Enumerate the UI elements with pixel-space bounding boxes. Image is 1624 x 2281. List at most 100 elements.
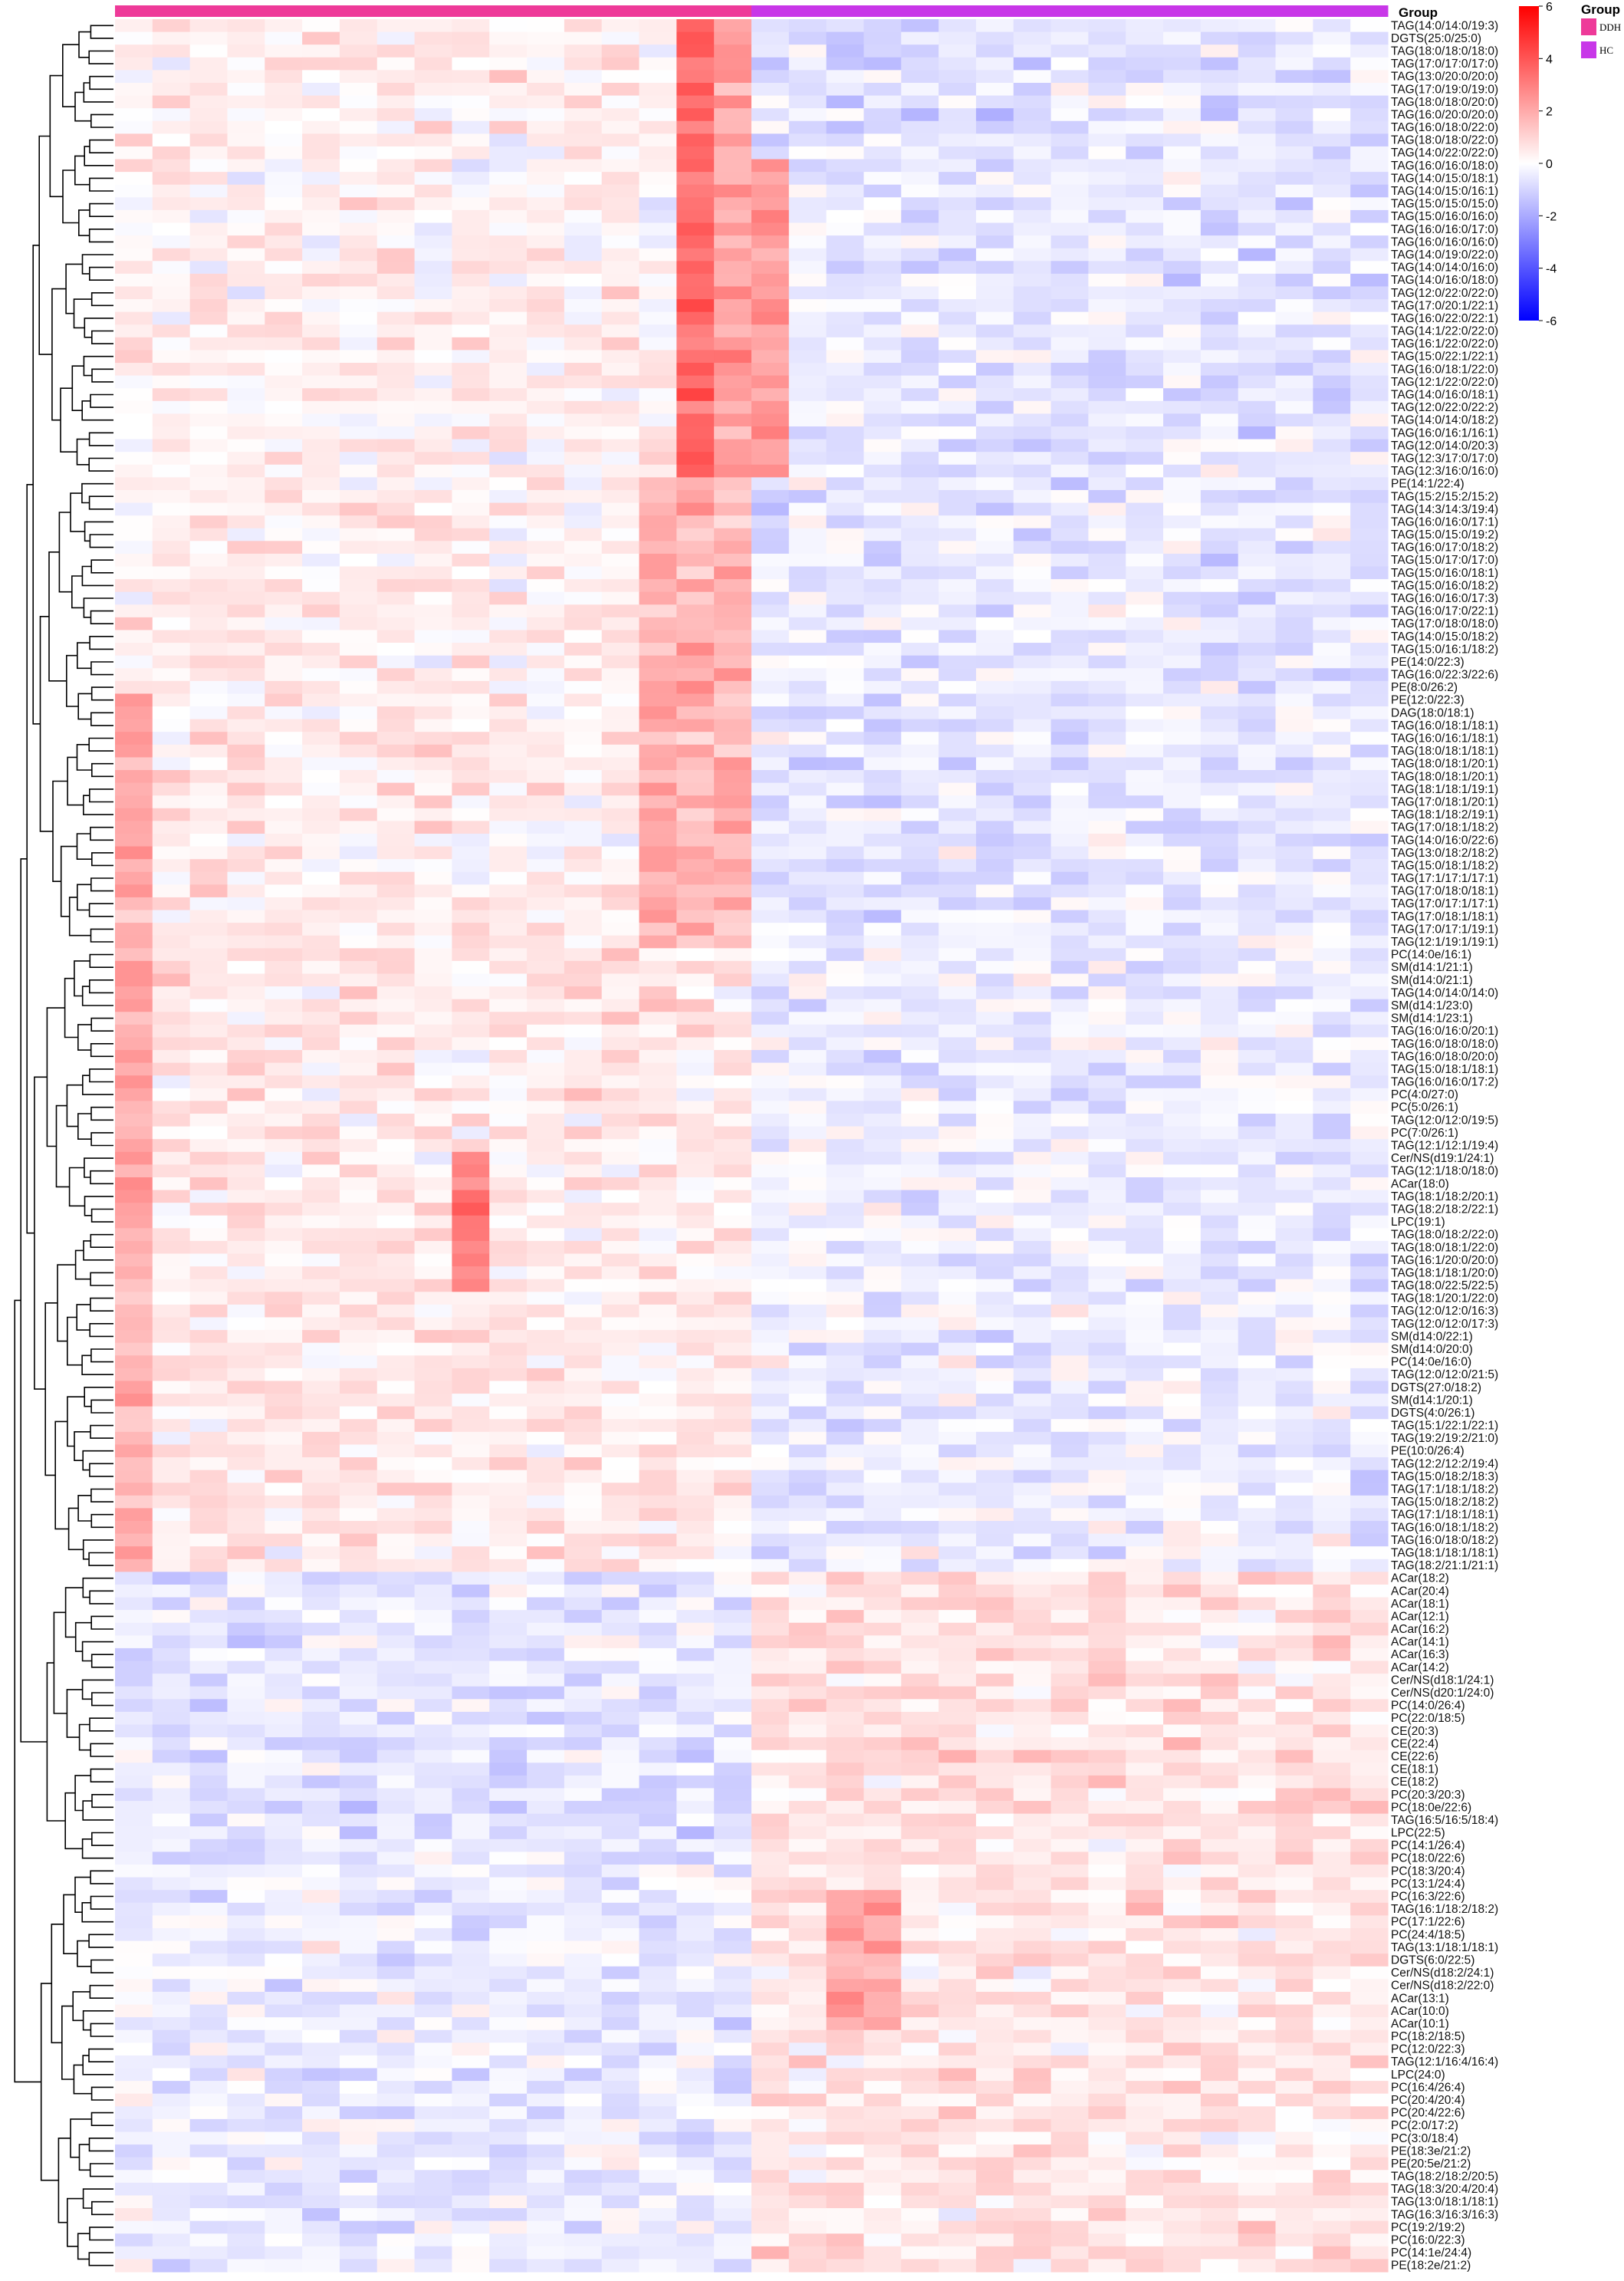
heatmap-cell — [527, 1215, 565, 1229]
heatmap-cell — [376, 884, 416, 898]
heatmap-cell — [302, 19, 340, 33]
heatmap-cell — [1088, 795, 1126, 809]
heatmap-cell — [189, 222, 228, 236]
heatmap-cell — [302, 1597, 340, 1611]
dendrogram-branch — [64, 1792, 83, 1850]
heatmap-cell — [1350, 426, 1389, 440]
dendrogram-branch — [57, 1264, 76, 1342]
heatmap-cell — [1163, 1215, 1202, 1229]
heatmap-cell — [601, 70, 640, 84]
heatmap-cell — [152, 1647, 191, 1662]
heatmap-cell — [714, 1088, 752, 1102]
heatmap-cell — [676, 706, 715, 720]
heatmap-cell — [939, 1622, 977, 1636]
heatmap-cell — [227, 1215, 265, 1229]
dendrogram-branch — [90, 1043, 113, 1058]
heatmap-cell — [1350, 464, 1389, 478]
heatmap-cell — [152, 1406, 191, 1420]
heatmap-cell — [939, 1394, 977, 1407]
heatmap-cell — [1238, 1203, 1277, 1216]
heatmap-cell — [1350, 388, 1389, 402]
heatmap-cell — [1050, 515, 1090, 529]
heatmap-cell — [939, 324, 977, 338]
heatmap-cell — [265, 19, 303, 33]
heatmap-cell — [339, 859, 378, 873]
heatmap-cell — [1275, 363, 1313, 377]
heatmap-cell — [1350, 70, 1389, 84]
heatmap-cell — [1126, 413, 1164, 427]
heatmap-cell — [1126, 1177, 1164, 1191]
heatmap-cell — [115, 95, 153, 109]
heatmap-cell — [376, 1483, 416, 1496]
heatmap-cell — [1350, 95, 1389, 109]
heatmap-cell — [1200, 1406, 1239, 1420]
heatmap-cell — [452, 324, 490, 338]
heatmap-cell — [527, 1330, 565, 1344]
heatmap-cell — [788, 172, 827, 186]
heatmap-cell — [676, 1533, 715, 1547]
heatmap-cell — [189, 1508, 228, 1522]
heatmap-cell — [564, 1190, 603, 1203]
heatmap-cell — [601, 630, 640, 643]
heatmap-cell — [863, 1253, 902, 1267]
heatmap-cell — [564, 846, 603, 860]
heatmap-cell — [639, 388, 677, 402]
heatmap-cell — [414, 1368, 453, 1382]
heatmap-cell — [714, 172, 752, 186]
heatmap-cell — [975, 833, 1014, 848]
heatmap-cell — [1088, 120, 1126, 134]
heatmap-cell — [1238, 1495, 1277, 1509]
heatmap-cell — [189, 795, 228, 809]
heatmap-cell — [452, 1635, 490, 1649]
heatmap-cell — [601, 1470, 640, 1483]
heatmap-cell — [826, 388, 865, 402]
heatmap-cell — [564, 57, 603, 71]
heatmap-cell — [302, 808, 340, 821]
heatmap-cell — [1313, 770, 1351, 784]
heatmap-cell — [1238, 795, 1277, 809]
heatmap-cell — [489, 502, 528, 516]
heatmap-cell — [751, 439, 790, 453]
heatmap-cell — [152, 57, 191, 71]
heatmap-cell — [751, 1024, 790, 1038]
heatmap-cell — [1126, 910, 1164, 923]
heatmap-cell — [1350, 1584, 1389, 1598]
heatmap-cell — [1275, 311, 1313, 325]
dendrogram-branch — [40, 1983, 59, 2181]
heatmap-cell — [975, 1470, 1014, 1483]
heatmap-cell — [751, 1584, 790, 1598]
heatmap-cell — [489, 1394, 528, 1407]
heatmap-cell — [601, 579, 640, 593]
heatmap-cell — [1163, 973, 1202, 987]
heatmap-cell — [1313, 1114, 1351, 1127]
heatmap-cell — [414, 935, 453, 949]
heatmap-cell — [189, 566, 228, 580]
heatmap-cell — [1275, 286, 1313, 300]
heatmap-cell — [376, 464, 416, 478]
heatmap-cell — [1238, 1635, 1277, 1649]
heatmap-cell — [115, 680, 153, 695]
dendrogram-branch — [51, 288, 67, 421]
heatmap-cell — [1050, 541, 1090, 555]
heatmap-cell — [714, 655, 752, 669]
heatmap-cell — [901, 1203, 939, 1216]
heatmap-cell — [1050, 1037, 1090, 1051]
heatmap-cell — [376, 299, 416, 313]
heatmap-cell — [1126, 579, 1164, 593]
heatmap-cell — [302, 693, 340, 707]
heatmap-cell — [1313, 897, 1351, 911]
heatmap-cell — [1350, 744, 1389, 758]
heatmap-cell — [227, 1711, 265, 1726]
heatmap-cell — [1050, 1101, 1090, 1114]
heatmap-cell — [1313, 1330, 1351, 1344]
heatmap-cell — [676, 1737, 715, 1751]
heatmap-cell — [714, 1419, 752, 1433]
heatmap-cell — [1350, 1788, 1389, 1802]
heatmap-cell — [676, 248, 715, 262]
heatmap-cell — [714, 528, 752, 541]
heatmap-cell — [152, 1711, 191, 1726]
heatmap-cell — [1313, 1647, 1351, 1662]
heatmap-cell — [414, 82, 453, 97]
heatmap-cell — [1200, 337, 1239, 351]
heatmap-cell — [527, 146, 565, 160]
